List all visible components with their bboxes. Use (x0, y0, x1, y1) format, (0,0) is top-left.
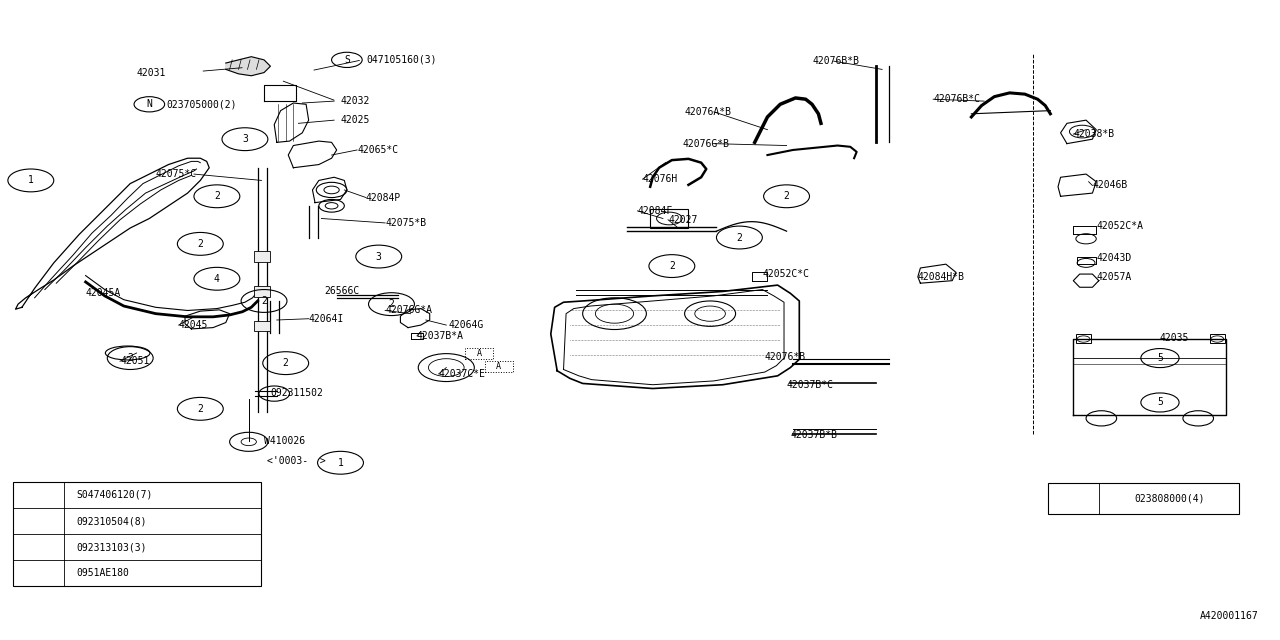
Text: 42075*C: 42075*C (156, 169, 197, 179)
Bar (253, 321, 270, 332)
Text: 42045: 42045 (179, 320, 209, 330)
Text: 092311502: 092311502 (270, 388, 324, 398)
Text: 2: 2 (197, 239, 204, 249)
Text: 42076A*B: 42076A*B (685, 107, 732, 117)
Text: 42084H*B: 42084H*B (918, 272, 965, 282)
Text: 5: 5 (1157, 397, 1164, 408)
Text: 1: 1 (338, 458, 343, 468)
Bar (1076, 334, 1091, 344)
Text: 092310504(8): 092310504(8) (77, 516, 147, 526)
Text: 42075*B: 42075*B (385, 218, 426, 228)
Text: 42051: 42051 (120, 356, 150, 366)
Text: 2: 2 (389, 299, 394, 309)
Text: 42065*C: 42065*C (357, 145, 398, 155)
Bar (253, 286, 270, 296)
Polygon shape (225, 57, 270, 76)
Text: S: S (344, 55, 349, 65)
Text: 5: 5 (1157, 353, 1164, 363)
Text: 2: 2 (127, 353, 133, 363)
Text: 42084F: 42084F (637, 206, 673, 216)
Text: 42043D: 42043D (1096, 253, 1132, 263)
Bar (253, 252, 270, 262)
Text: 42035: 42035 (1160, 333, 1189, 343)
Text: <'0003-  >: <'0003- > (266, 456, 325, 467)
Text: 2: 2 (283, 358, 289, 368)
Text: N: N (1115, 493, 1121, 503)
Text: 2: 2 (214, 191, 220, 202)
Text: 42046B: 42046B (1092, 180, 1128, 191)
Text: 1: 1 (36, 490, 41, 500)
Bar (1048, 483, 1239, 513)
Text: 42076H: 42076H (643, 174, 678, 184)
Text: 42037B*B: 42037B*B (790, 431, 837, 440)
Text: 2: 2 (669, 261, 675, 271)
Text: 42032: 42032 (340, 96, 370, 106)
Text: A: A (497, 362, 500, 371)
Text: 42045A: 42045A (86, 289, 120, 298)
Text: 023808000(4): 023808000(4) (1134, 493, 1204, 503)
Text: 26566C: 26566C (324, 287, 360, 296)
Text: 3: 3 (242, 134, 248, 144)
Text: 023705000(2): 023705000(2) (166, 99, 237, 109)
Text: 42076*B: 42076*B (765, 352, 806, 362)
Text: 1: 1 (28, 175, 33, 186)
Text: 42057A: 42057A (1096, 272, 1132, 282)
Text: 3: 3 (376, 252, 381, 262)
Text: 2: 2 (736, 232, 742, 243)
Text: 0951AE180: 0951AE180 (77, 568, 129, 579)
Text: 42076B*C: 42076B*C (933, 94, 980, 104)
Text: 42076B*B: 42076B*B (812, 56, 859, 66)
Text: 42084P: 42084P (366, 193, 401, 202)
Text: 42031: 42031 (137, 68, 166, 77)
Text: 2: 2 (36, 516, 41, 526)
Text: 092313103(3): 092313103(3) (77, 542, 147, 552)
Bar (650, 209, 689, 228)
Text: 42076G*A: 42076G*A (385, 305, 433, 316)
Text: W410026: W410026 (264, 436, 305, 445)
Text: 42027: 42027 (668, 215, 698, 225)
Text: 4: 4 (36, 568, 41, 579)
Text: 3: 3 (36, 542, 41, 552)
Bar (13, 482, 261, 586)
Text: S047406120(7): S047406120(7) (77, 490, 154, 500)
Bar (485, 360, 512, 372)
Text: 42037B*A: 42037B*A (417, 331, 463, 341)
Text: 047105160(3): 047105160(3) (366, 55, 436, 65)
Text: N: N (146, 99, 152, 109)
Text: 42025: 42025 (340, 115, 370, 125)
Bar (466, 348, 493, 359)
Text: 42076G*B: 42076G*B (682, 139, 730, 148)
Text: 42038*B: 42038*B (1074, 129, 1115, 139)
Text: 42037C*E: 42037C*E (439, 369, 485, 379)
Text: 2: 2 (783, 191, 790, 202)
Text: 2: 2 (197, 404, 204, 414)
Text: 42052C*A: 42052C*A (1096, 221, 1143, 231)
Text: 42064G: 42064G (449, 320, 484, 330)
Bar (1210, 334, 1225, 344)
Text: 5: 5 (1070, 493, 1076, 503)
Text: A: A (477, 349, 481, 358)
Text: 4: 4 (214, 274, 220, 284)
Text: 2: 2 (261, 296, 268, 306)
Text: A420001167: A420001167 (1199, 611, 1258, 621)
Text: 42064I: 42064I (308, 314, 344, 324)
Text: 42037B*C: 42037B*C (787, 380, 833, 390)
Text: 42052C*C: 42052C*C (763, 269, 809, 279)
